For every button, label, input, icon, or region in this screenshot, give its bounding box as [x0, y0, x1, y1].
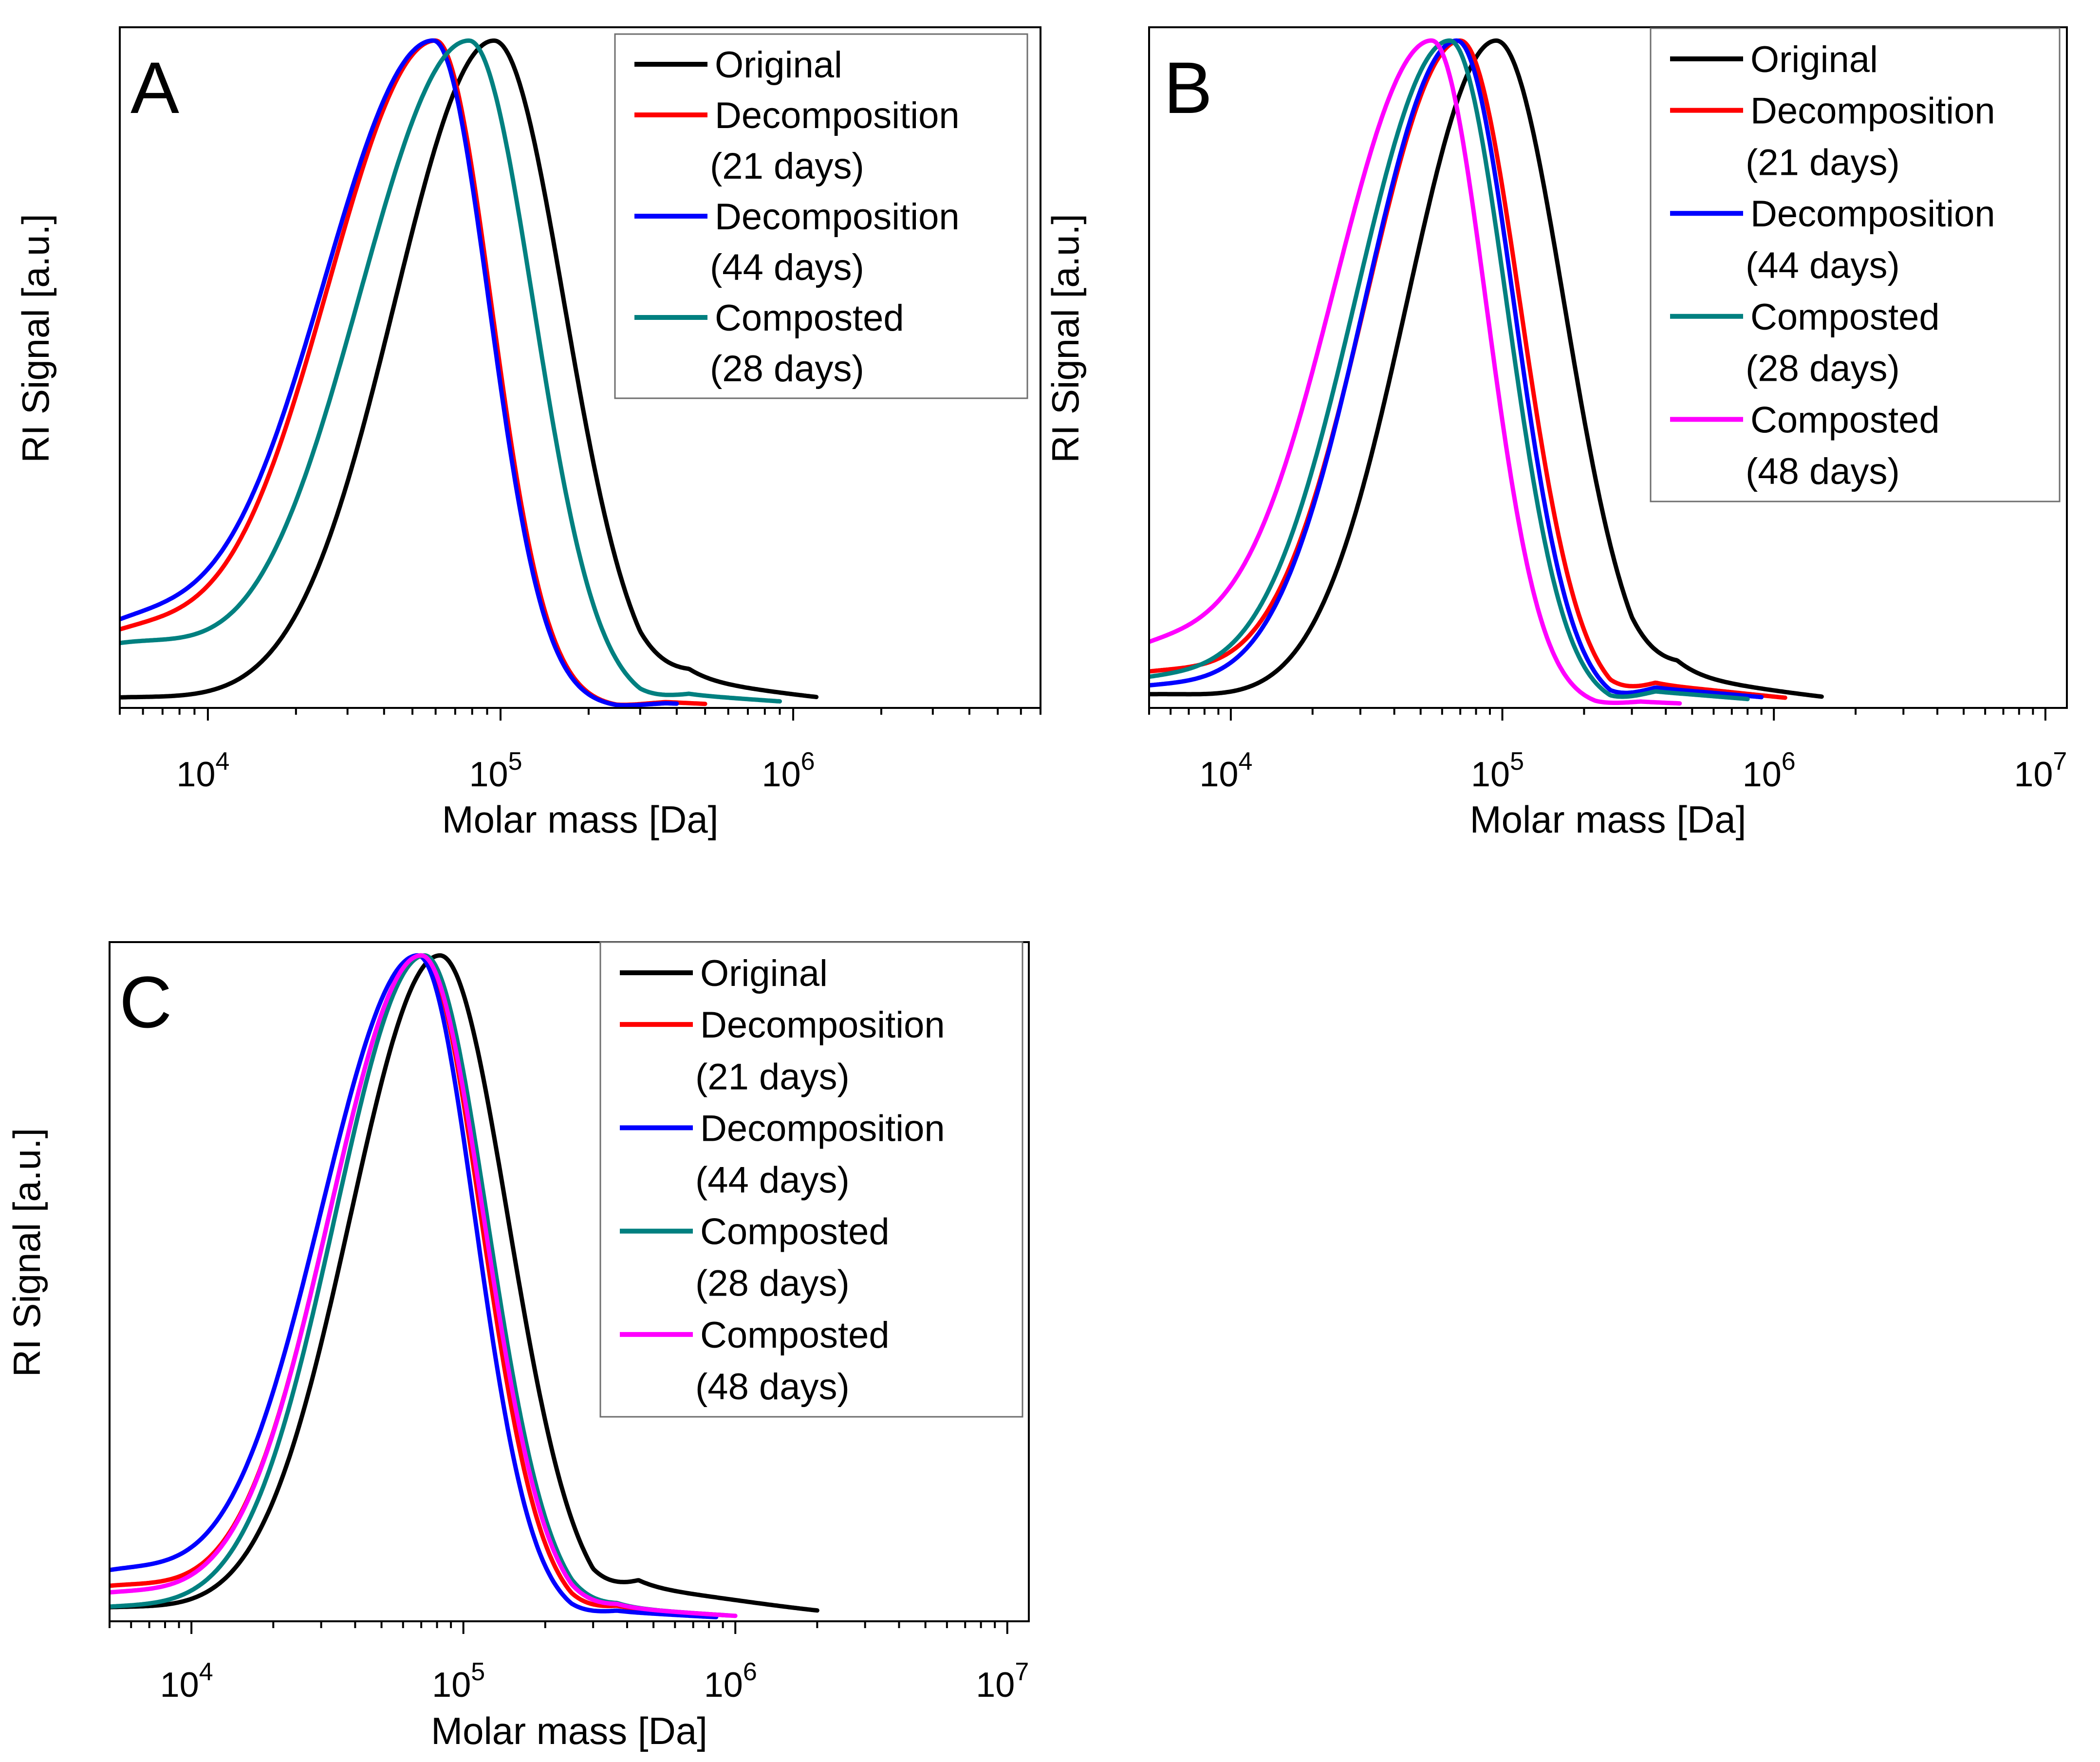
panel-label: B [1164, 47, 1212, 129]
x-tick-label: 104 [1199, 747, 1252, 794]
legend-label: Composted [700, 1211, 890, 1253]
legend-label: (48 days) [695, 1366, 850, 1408]
x-tick-label: 107 [976, 1658, 1029, 1705]
panel-label: A [130, 47, 179, 129]
legend-box [599, 941, 1023, 1418]
legend-box [1650, 27, 2061, 502]
x-axis-label: Molar mass [Da] [431, 1709, 707, 1752]
x-tick-label: 106 [704, 1658, 757, 1705]
series-line-composted-48-days [110, 953, 738, 1618]
x-tick-label: 105 [469, 747, 522, 794]
legend-label: Decomposition [700, 1004, 945, 1046]
legend-label: Decomposition [1750, 91, 1995, 132]
series-lines [110, 953, 819, 1619]
plot-frame [119, 26, 1041, 709]
series-line-original [110, 953, 819, 1613]
legend-label: (28 days) [695, 1263, 850, 1304]
x-axis-label: Molar mass [Da] [1470, 798, 1747, 841]
panel-b: 104 105 106 107 Molar mass [Da] RI Signal [a.… [1044, 26, 2068, 841]
panel-c: 104 105 106 107 Molar mass [Da] RI Signal [a.… [5, 941, 1030, 1752]
series-line-decomposition-21-days [1149, 38, 1787, 700]
legend-label: Composted [700, 1315, 890, 1356]
x-tick-label: 104 [160, 1658, 213, 1705]
legend-label: Decomposition [715, 95, 960, 136]
legend-label: Decomposition [1750, 193, 1995, 235]
legend-label: Decomposition [715, 196, 960, 238]
x-axis-label: Molar mass [Da] [442, 798, 719, 841]
legend-label: Composted [715, 297, 904, 339]
legend-label: (48 days) [1746, 451, 1900, 492]
legend-box [614, 33, 1028, 399]
series-line-composted-48-days [1149, 38, 1682, 706]
legend-label: (44 days) [695, 1160, 850, 1201]
legend-label: (44 days) [710, 247, 864, 288]
legend-label: Composted [1750, 297, 1940, 338]
plot-frame [109, 941, 1030, 1622]
legend-label: Original [715, 44, 842, 86]
panel-label: C [119, 961, 172, 1043]
x-tick-label: 106 [762, 747, 815, 794]
y-axis-label: RI Signal [a.u.] [1044, 214, 1087, 463]
series-line-decomposition-44-days [120, 38, 679, 708]
x-tick-label: 107 [2014, 747, 2067, 794]
x-tick-label: 106 [1743, 747, 1796, 794]
y-axis-label: RI Signal [a.u.] [14, 214, 57, 463]
legend-label: Original [1750, 39, 1878, 80]
series-lines [1149, 38, 1824, 706]
legend-label: (21 days) [1746, 142, 1900, 183]
legend-label: (21 days) [695, 1056, 850, 1097]
x-tick-label: 105 [1471, 747, 1524, 794]
series-lines [120, 38, 819, 708]
legend-label: Decomposition [700, 1108, 945, 1149]
legend-label: (21 days) [710, 146, 864, 187]
legend-label: Composted [1750, 399, 1940, 441]
panel-a: 104 105 106 Molar mass [Da] RI Signal [a.u.]… [14, 26, 1041, 841]
series-line-original [1149, 38, 1824, 699]
y-axis-label: RI Signal [a.u.] [5, 1128, 48, 1377]
series-line-composted-28-days [1149, 38, 1750, 702]
plot-frame [1148, 26, 2068, 709]
legend-label: (28 days) [1746, 348, 1900, 389]
x-tick-label: 105 [432, 1658, 485, 1705]
legend-label: (44 days) [1746, 245, 1900, 286]
series-line-composted-28-days [120, 38, 782, 704]
legend-label: Original [700, 953, 828, 994]
legend-label: (28 days) [710, 348, 864, 389]
x-tick-label: 104 [176, 747, 229, 794]
series-line-original [120, 38, 819, 700]
